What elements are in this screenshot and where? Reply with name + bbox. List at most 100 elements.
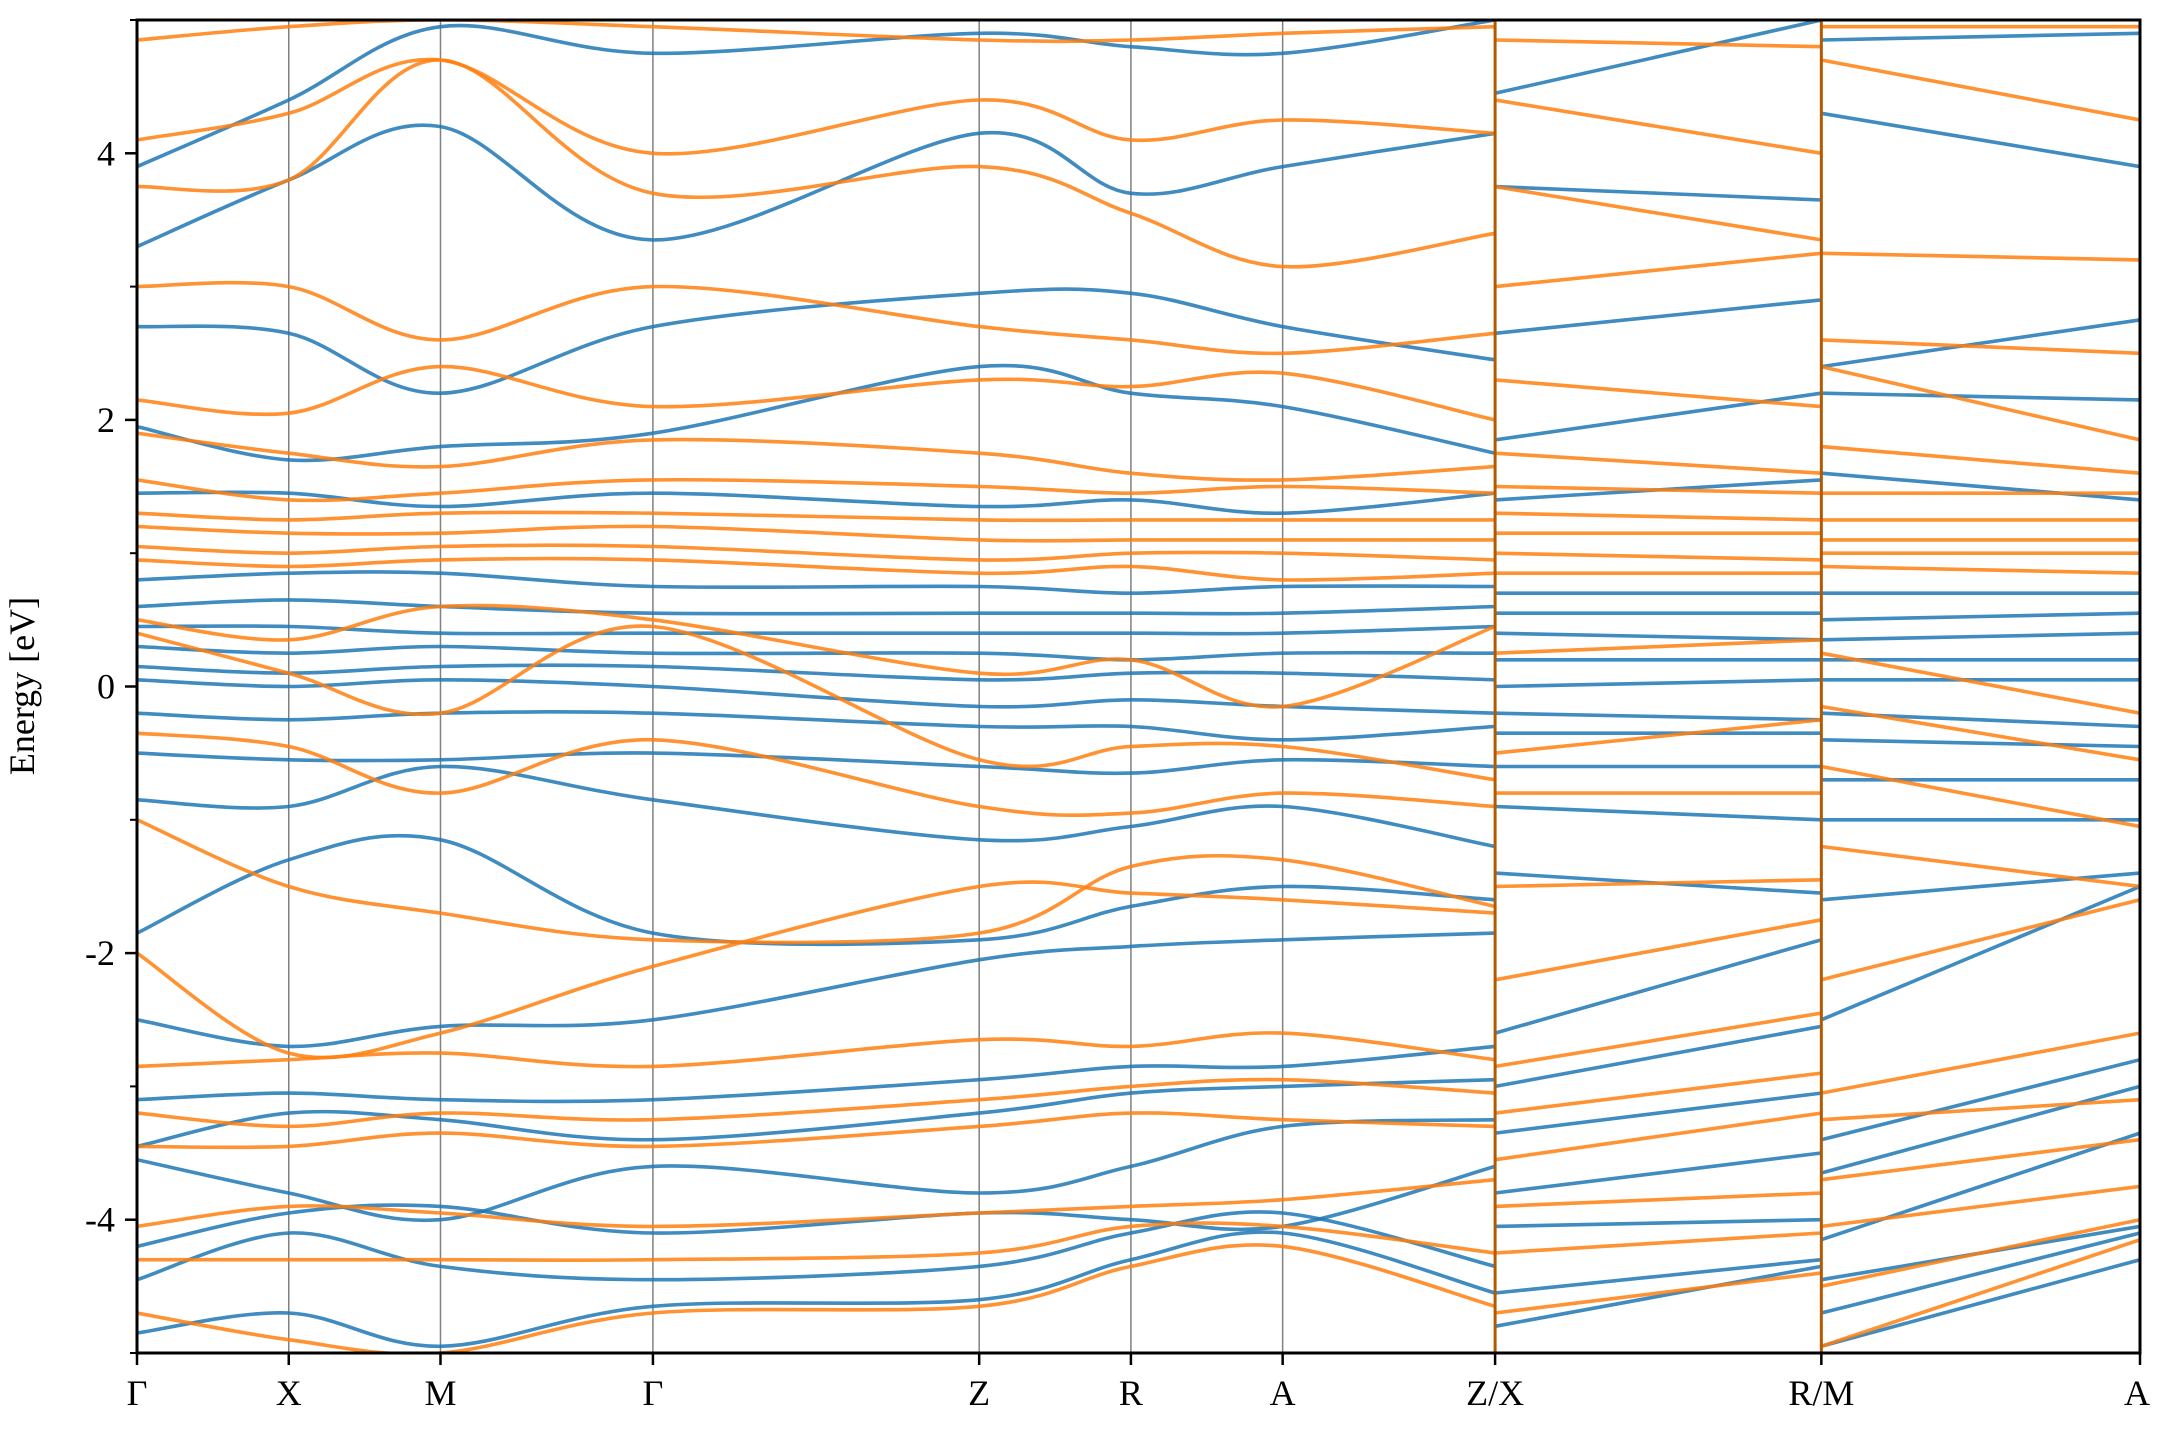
- spin-up-band: [1820, 1084, 2140, 1175]
- y-axis-title: Energy [eV]: [2, 597, 42, 775]
- spin-down-band: [1494, 1011, 1822, 1069]
- y-tick-label: 4: [97, 133, 115, 173]
- spin-down-band: [137, 1221, 1496, 1262]
- spin-down-band: [1821, 1137, 2140, 1182]
- spin-up-band: [1494, 1151, 1822, 1195]
- spin-up-band: [137, 1044, 1496, 1104]
- spin-down-band: [1494, 1071, 1822, 1115]
- spin-down-band: [1495, 878, 1822, 889]
- spin-down-band: [137, 1243, 1496, 1353]
- spin-up-band: [1821, 318, 2140, 369]
- x-tick-label: A: [1270, 1373, 1296, 1413]
- spin-up-band: [1495, 631, 1822, 642]
- spin-up-band: [1494, 1264, 1822, 1329]
- x-axis: Γ X M Γ Z R A Z/X R/M A: [127, 1353, 2150, 1413]
- y-axis: -4 -2 0 2 4: [85, 19, 137, 1354]
- spin-up-band: [1821, 111, 2140, 169]
- spin-down-band: [1820, 1217, 2140, 1289]
- segment-breaks: [1493, 20, 1823, 1353]
- spin-down-band: [1821, 444, 2140, 475]
- spin-up-band: [1494, 1257, 1822, 1295]
- spin-up-band: [1820, 1231, 2140, 1315]
- spin-down-band: [137, 556, 1496, 582]
- spin-down-band: [137, 20, 1496, 44]
- spin-up-band: [137, 1077, 1496, 1149]
- spin-down-band: [137, 280, 1496, 356]
- spin-up-band: [1495, 184, 1822, 202]
- spin-down-band: [137, 1077, 1496, 1129]
- spin-down-band: [1820, 1237, 2140, 1349]
- spin-down-band: [1495, 1191, 1822, 1209]
- spin-down-band: [1821, 251, 2140, 262]
- spin-down-band: [1494, 378, 1822, 409]
- spin-up-band: [1495, 1217, 1822, 1229]
- spin-up-band: [137, 710, 1496, 742]
- spin-up-band: [137, 20, 1496, 169]
- spin-down-band: [137, 818, 1496, 945]
- spin-down-band: [1495, 38, 1822, 49]
- spin-up-band: [137, 1210, 1496, 1282]
- spin-up-band: [137, 1117, 1496, 1223]
- spin-up-band: [1494, 20, 1822, 96]
- spin-down-band: [1494, 251, 1822, 289]
- spin-down-band: [137, 477, 1496, 503]
- spin-down-band: [1494, 1231, 1822, 1255]
- spin-up-band: [1494, 1024, 1822, 1089]
- spin-up-band: [137, 931, 1496, 1049]
- spin-down-band: [1820, 898, 2140, 982]
- x-tick-label: R/M: [1788, 1373, 1854, 1413]
- spin-up-band: [137, 1164, 1496, 1249]
- spin-down-band: [137, 543, 1496, 562]
- y-tick-label: 2: [97, 400, 115, 440]
- spin-up-band: [1495, 804, 1822, 822]
- spin-down-band: [137, 1177, 1496, 1229]
- spin-up-band: [1494, 391, 1822, 442]
- spin-up-band: [1821, 631, 2140, 642]
- spin-up-band: [1494, 938, 1822, 1035]
- x-tick-label: M: [424, 1373, 456, 1413]
- spin-down-band: [137, 880, 1496, 1060]
- x-tick-label: Γ: [127, 1373, 148, 1413]
- spin-down-band: [137, 624, 1496, 782]
- spin-up-band: [1821, 471, 2140, 502]
- spin-down-band: [1821, 844, 2140, 889]
- spin-down-band: [1495, 551, 1822, 562]
- spin-down-band: [137, 57, 1496, 156]
- spin-up-band: [137, 123, 1496, 249]
- spin-down-band: [1820, 1031, 2140, 1095]
- x-tick-label: Z/X: [1466, 1373, 1524, 1413]
- spin-up-band: [1821, 711, 2140, 729]
- spin-down-band: [1495, 484, 1822, 495]
- x-tick-label: X: [276, 1373, 302, 1413]
- spin-up-band: [1495, 678, 1822, 689]
- spin-down-band: [1820, 364, 2140, 442]
- spin-down-band: [1820, 58, 2140, 122]
- x-tick-label: A: [2124, 1373, 2150, 1413]
- spin-up-band: [137, 751, 1496, 776]
- spin-down-band: [137, 431, 1496, 482]
- spin-down-band: [137, 603, 1496, 709]
- spin-up-band: [137, 287, 1496, 396]
- spin-down-band: [137, 731, 1496, 818]
- spin-up-band: [1821, 611, 2140, 622]
- spin-down-band: [137, 524, 1496, 543]
- spin-up-band: [1494, 298, 1822, 336]
- y-tick-label: -4: [85, 1200, 115, 1240]
- bands-layer: [137, 20, 2140, 1353]
- spin-down-band: [137, 510, 1496, 523]
- x-tick-label: Z: [968, 1373, 990, 1413]
- spin-up-band: [1494, 1091, 1822, 1135]
- spin-down-band: [1821, 564, 2140, 575]
- spin-down-band: [137, 364, 1496, 422]
- spin-down-band: [137, 1111, 1496, 1150]
- spin-down-band: [1821, 1097, 2140, 1122]
- spin-up-band: [137, 570, 1496, 595]
- spin-down-band: [1494, 98, 1822, 156]
- spin-down-band: [1820, 651, 2140, 715]
- spin-up-band: [137, 490, 1496, 516]
- spin-down-band: [1494, 451, 1822, 475]
- spin-down-band: [1494, 184, 1822, 242]
- spin-down-band: [1820, 764, 2140, 829]
- spin-down-band: [1495, 638, 1822, 655]
